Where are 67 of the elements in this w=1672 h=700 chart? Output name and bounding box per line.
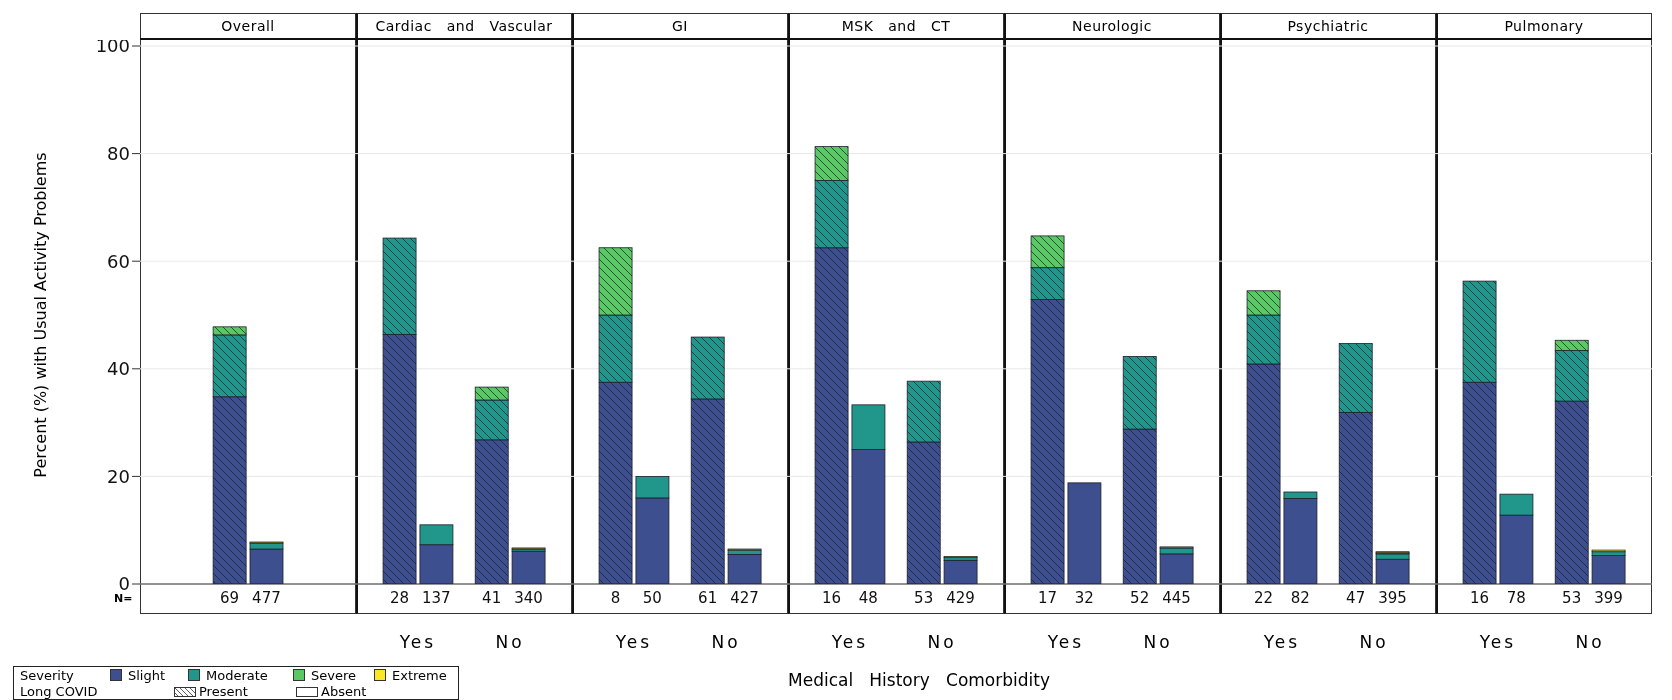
y-tick-label: 20: [107, 465, 130, 487]
x-tick-label: 445: [1162, 588, 1191, 607]
x-tick-label: 8: [610, 588, 621, 607]
x-axis-title: Medical History Comorbidity: [788, 670, 1051, 690]
text: Present: [198, 684, 248, 699]
legend-label: Severe: [310, 668, 356, 683]
x-tick-label: 32: [1074, 588, 1094, 607]
text: Yes: [1262, 632, 1302, 652]
x-tick-label: 16: [821, 588, 842, 607]
chart-title: Neurologic: [1004, 13, 1220, 40]
text: Long COVID: [20, 684, 98, 699]
x-tick-label: 78: [1506, 588, 1526, 607]
text: No: [926, 632, 958, 652]
y-axis-title: Percent (%) with Usual Activity Problems: [30, 152, 50, 478]
text: No: [1142, 632, 1174, 652]
text: No: [710, 632, 742, 652]
x-tick-label: 28: [389, 588, 410, 607]
x-tick-label: 47: [1346, 588, 1366, 607]
bar: [1591, 555, 1626, 584]
y-tick-label: 0: [118, 573, 130, 595]
bar: [727, 554, 762, 584]
chart-title: GI: [572, 13, 788, 40]
text: Yes: [614, 632, 654, 652]
x-tick-label: 53: [1562, 588, 1582, 607]
text: Yes: [398, 632, 438, 652]
text: No: [1574, 632, 1606, 652]
x-tick-label: 16: [1469, 588, 1490, 607]
text: No: [494, 632, 526, 652]
text: Yes: [1046, 632, 1086, 652]
chart-title: Pulmonary: [1436, 13, 1652, 40]
x-tick-label: 82: [1290, 588, 1310, 607]
chart-title: Cardiac and Vascular: [356, 13, 572, 40]
x-tick-label: 48: [858, 588, 878, 607]
x-tick-label: 395: [1378, 588, 1407, 607]
legend-title: Severity: [20, 668, 74, 683]
text: Yes: [1478, 632, 1518, 652]
x-tick-label: 137: [422, 588, 451, 607]
x-tick-label: 53: [914, 588, 934, 607]
x-tick-label: 22: [1253, 588, 1274, 607]
bar: [1375, 558, 1410, 584]
x-tick-label: 429: [946, 588, 975, 607]
x-tick-label: 69: [220, 588, 240, 607]
x-tick-label: 61: [698, 588, 718, 607]
x-tick-label: 41: [482, 588, 502, 607]
x-tick-label: 427: [730, 588, 759, 607]
text: Absent: [320, 684, 367, 699]
y-tick-label: 80: [107, 142, 130, 164]
bar: [511, 550, 546, 584]
bar: [1159, 553, 1194, 584]
y-tick-label: 60: [107, 250, 130, 272]
bar: [943, 559, 978, 584]
x-tick-label: 17: [1037, 588, 1058, 607]
y-tick-label: 40: [107, 358, 130, 380]
x-tick-label: 340: [514, 588, 543, 607]
legend-label: Moderate: [205, 668, 268, 683]
legend-label: Slight: [127, 668, 166, 683]
chart-title: Overall: [140, 13, 356, 40]
text: N=: [114, 592, 133, 605]
x-tick-label: 477: [252, 588, 281, 607]
chart-title: Psychiatric: [1220, 13, 1436, 40]
legend-label: Extreme: [391, 668, 447, 683]
chart-title: MSK and CT: [788, 13, 1004, 40]
text: No: [1358, 632, 1390, 652]
x-tick-label: 52: [1130, 588, 1150, 607]
x-tick-label: 50: [642, 588, 662, 607]
x-tick-label: 399: [1594, 588, 1623, 607]
text: Yes: [830, 632, 870, 652]
